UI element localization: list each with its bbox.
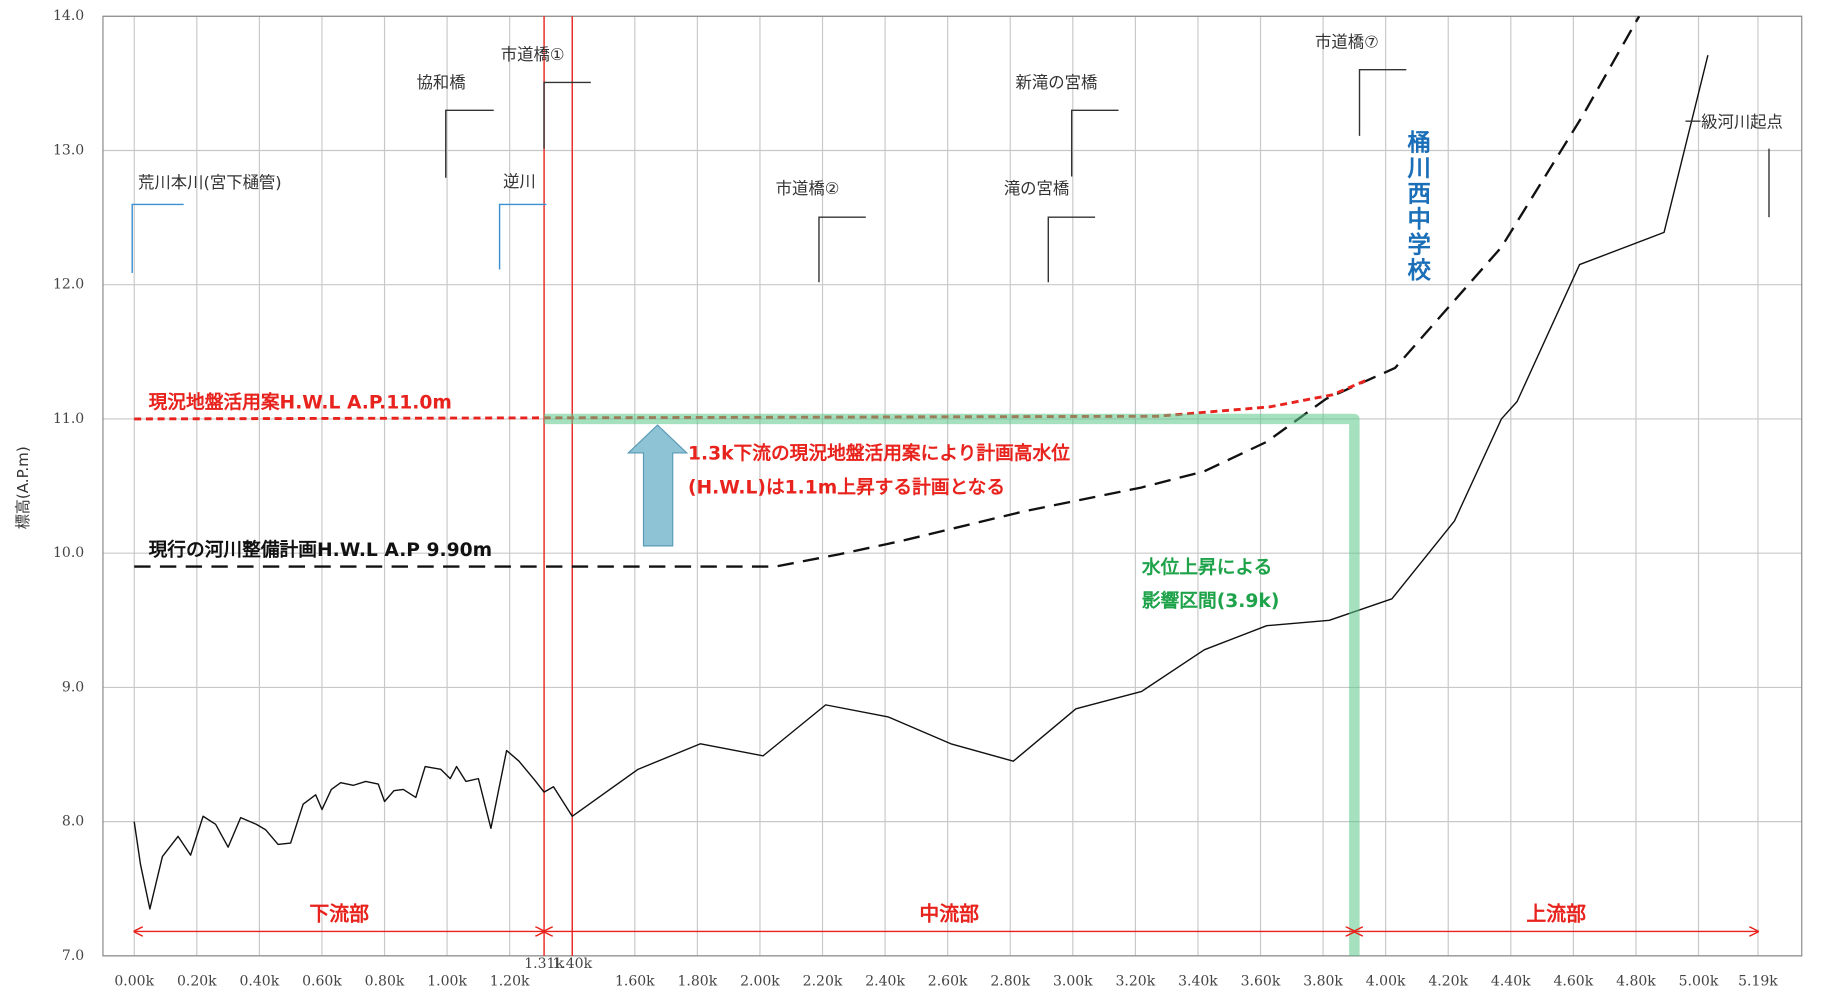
annotation-label: 滝の宮橋 bbox=[1004, 179, 1069, 198]
x-tick-label: 3.00k bbox=[1053, 973, 1093, 989]
y-tick-label: 14.0 bbox=[53, 8, 84, 24]
annotation-bracket bbox=[445, 109, 494, 178]
section-label: 下流部 bbox=[309, 903, 369, 926]
x-tick-label: 2.00k bbox=[740, 973, 780, 989]
y-axis-label: 標高(A.P.m) bbox=[14, 446, 32, 529]
callout-line: 1.3k下流の現況地盤活用案により計画高水位 bbox=[688, 443, 1070, 465]
annotation-label: 市道橋① bbox=[501, 45, 565, 64]
y-tick-label: 9.0 bbox=[62, 679, 84, 695]
x-tick-label: 3.60k bbox=[1241, 973, 1281, 989]
x-tick-label: 5.00k bbox=[1679, 973, 1719, 989]
annotation-bracket bbox=[1047, 216, 1096, 283]
plot-frame bbox=[102, 15, 1803, 957]
x-tick-label: 3.80k bbox=[1303, 973, 1343, 989]
y-tick-label: 11.0 bbox=[53, 411, 84, 427]
annotation-label: 一級河川起点 bbox=[1685, 113, 1783, 132]
series-line bbox=[544, 413, 1360, 956]
impact-line: 水位上昇による bbox=[1141, 556, 1272, 578]
series-line bbox=[134, 15, 1641, 568]
annotation-bracket bbox=[543, 81, 591, 149]
annotation-label: 市道橋② bbox=[776, 179, 840, 198]
x-tick-label: 1.00k bbox=[427, 973, 467, 989]
x-tick-label: 0.20k bbox=[177, 973, 217, 989]
x-tick-label: 3.40k bbox=[1178, 973, 1218, 989]
x-tick-label: 4.80k bbox=[1616, 973, 1656, 989]
x-tick-label: 2.40k bbox=[865, 973, 905, 989]
y-tick-label: 10.0 bbox=[53, 545, 84, 561]
section-label: 中流部 bbox=[919, 903, 979, 926]
x-tick-label: 5.19k bbox=[1738, 973, 1778, 989]
x-tick-label: 0.00k bbox=[114, 973, 154, 989]
annotation-label: 協和橋 bbox=[417, 73, 466, 92]
y-tick-label: 7.0 bbox=[62, 948, 84, 964]
annotation-label: 市道橋⑦ bbox=[1315, 33, 1379, 52]
x-tick-label: 1.40k bbox=[552, 956, 592, 972]
x-tick-label: 4.60k bbox=[1554, 973, 1594, 989]
school-label: 桶川西中学校 bbox=[1403, 130, 1432, 284]
rise-arrow bbox=[626, 424, 689, 547]
x-tick-label: 2.60k bbox=[928, 973, 968, 989]
x-tick-label: 0.80k bbox=[365, 973, 405, 989]
x-tick-label: 1.60k bbox=[615, 973, 655, 989]
x-tick-label: 1.80k bbox=[678, 973, 718, 989]
annotation-bracket bbox=[498, 203, 547, 270]
x-tick-label: 4.40k bbox=[1491, 973, 1531, 989]
y-tick-label: 13.0 bbox=[53, 143, 84, 159]
x-tick-label: 0.60k bbox=[302, 973, 342, 989]
y-tick-label: 8.0 bbox=[62, 814, 84, 830]
annotation-label: 逆川 bbox=[503, 172, 536, 191]
x-tick-label: 0.40k bbox=[240, 973, 280, 989]
annotation-bracket bbox=[818, 216, 866, 283]
series-label: 現行の河川整備計画H.W.L A.P 9.90m bbox=[149, 539, 493, 561]
x-tick-label: 2.80k bbox=[990, 973, 1030, 989]
callout-line: (H.W.L)は1.1m上昇する計画となる bbox=[688, 476, 1005, 498]
x-tick-label: 1.31k bbox=[524, 956, 564, 972]
x-tick-label: 2.20k bbox=[803, 973, 843, 989]
series-label: 現況地盤活用案H.W.L A.P.11.0m bbox=[149, 392, 452, 414]
x-tick-label: 4.00k bbox=[1366, 973, 1406, 989]
x-tick-label: 4.20k bbox=[1428, 973, 1468, 989]
annotation-bracket bbox=[1358, 68, 1407, 136]
annotation-label: 新滝の宮橋 bbox=[1016, 73, 1098, 92]
section-label: 上流部 bbox=[1526, 903, 1586, 926]
annotation-bracket bbox=[131, 203, 184, 273]
y-tick-label: 12.0 bbox=[53, 277, 84, 293]
x-tick-label: 3.20k bbox=[1116, 973, 1156, 989]
annotation-bracket bbox=[1070, 109, 1119, 177]
annotation-label: 荒川本川(宮下樋管) bbox=[138, 173, 282, 192]
x-tick-label: 1.20k bbox=[490, 973, 530, 989]
impact-line: 影響区間(3.9k) bbox=[1142, 590, 1280, 612]
series-line bbox=[133, 55, 1709, 910]
